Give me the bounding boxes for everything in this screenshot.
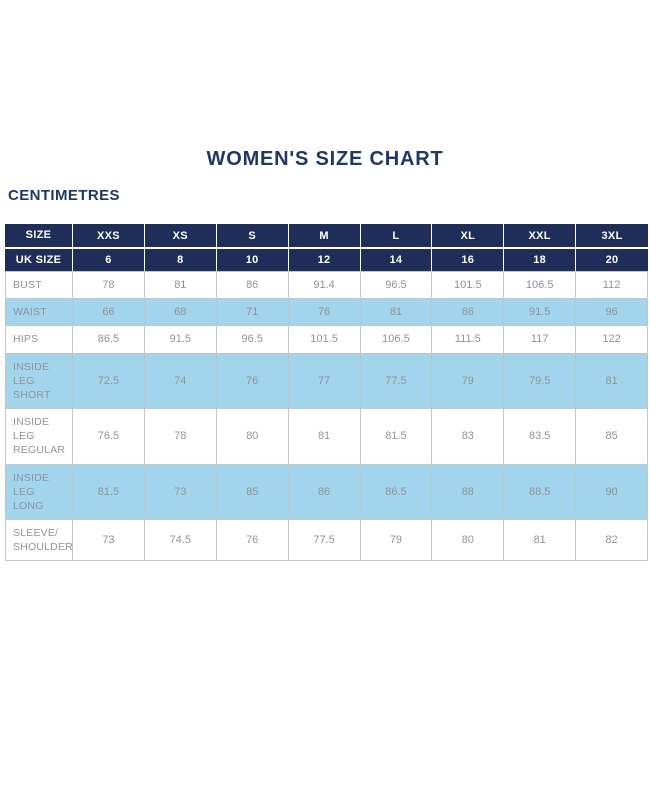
size-value-cell: 91.5 <box>504 299 577 327</box>
size-value-cell: 76 <box>216 520 289 562</box>
size-value-cell: 106.5 <box>360 326 433 354</box>
size-value-cell: 117 <box>504 326 577 354</box>
size-value-cell: 79 <box>432 353 505 410</box>
size-value-cell: 77 <box>288 353 361 410</box>
table-row: INSIDE LEG LONG 81.5 73 85 86 86.5 88 88.5 90 <box>5 464 648 521</box>
size-value-cell: 68 <box>144 299 217 327</box>
column-header: XXS <box>73 224 145 247</box>
size-value-cell: 101.5 <box>432 271 505 300</box>
size-value-cell: 81.5 <box>73 464 145 521</box>
uk-size-value: 10 <box>216 249 289 271</box>
uk-size-value: 12 <box>288 249 361 271</box>
size-value-cell: 77.5 <box>288 520 361 562</box>
size-value-cell: 81 <box>144 271 217 300</box>
uk-size-value: 14 <box>360 249 433 271</box>
size-value-cell: 82 <box>576 520 648 562</box>
size-value-cell: 96.5 <box>216 326 289 354</box>
size-value-cell: 81 <box>288 409 361 465</box>
uk-size-value: 16 <box>432 249 505 271</box>
table-row: HIPS 86.5 91.5 96.5 101.5 106.5 111.5 117 122 <box>5 326 648 354</box>
size-value-cell: 86 <box>216 271 289 300</box>
table-row: SIZE XXS XS S M L XL XXL 3XL <box>5 224 648 247</box>
size-value-cell: 91.5 <box>144 326 217 354</box>
size-value-cell: 81 <box>576 353 648 410</box>
size-value-cell: 101.5 <box>288 326 361 354</box>
size-value-cell: 79 <box>360 520 433 562</box>
column-header: XS <box>144 224 217 247</box>
size-value-cell: 76.5 <box>73 409 145 465</box>
size-chart-page: WOMEN'S SIZE CHART CENTIMETRES SIZE XXS XS… <box>0 148 650 798</box>
table-row: INSIDE LEG REGULAR 76.5 78 80 81 81.5 83 83.5 85 <box>5 409 648 465</box>
size-value-cell: 76 <box>216 353 289 410</box>
size-value-cell: 78 <box>73 271 145 300</box>
row-label: BUST <box>5 271 73 300</box>
size-value-cell: 96.5 <box>360 271 433 300</box>
table-row: BUST 78 81 86 91.4 96.5 101.5 106.5 112 <box>5 271 648 300</box>
size-value-cell: 72.5 <box>73 353 145 410</box>
size-value-cell: 86.5 <box>73 326 145 354</box>
column-header: XL <box>432 224 505 247</box>
size-value-cell: 111.5 <box>432 326 505 354</box>
size-value-cell: 90 <box>576 464 648 521</box>
row-label: WAIST <box>5 299 73 327</box>
size-header-label: SIZE <box>5 224 73 247</box>
size-value-cell: 74 <box>144 353 217 410</box>
column-header: S <box>216 224 289 247</box>
table-row: UK SIZE 6 8 10 12 14 16 18 20 <box>5 249 648 271</box>
size-value-cell: 77.5 <box>360 353 433 410</box>
column-header: 3XL <box>576 224 648 247</box>
uk-size-value: 18 <box>504 249 577 271</box>
uk-size-value: 6 <box>73 249 145 271</box>
size-value-cell: 78 <box>144 409 217 465</box>
size-value-cell: 86.5 <box>360 464 433 521</box>
size-value-cell: 83.5 <box>504 409 577 465</box>
column-header: L <box>360 224 433 247</box>
size-value-cell: 66 <box>73 299 145 327</box>
size-value-cell: 96 <box>576 299 648 327</box>
page-title: WOMEN'S SIZE CHART <box>206 148 444 170</box>
size-value-cell: 83 <box>432 409 505 465</box>
table-row: INSIDE LEG SHORT 72.5 74 76 77 77.5 79 79.5 81 <box>5 353 648 410</box>
size-value-cell: 91.4 <box>288 271 361 300</box>
size-value-cell: 106.5 <box>504 271 577 300</box>
row-label: INSIDE LEG REGULAR <box>5 409 73 465</box>
size-value-cell: 88 <box>432 464 505 521</box>
size-value-cell: 81 <box>504 520 577 562</box>
uk-size-label: UK SIZE <box>5 249 73 271</box>
size-value-cell: 86 <box>288 464 361 521</box>
size-value-cell: 122 <box>576 326 648 354</box>
row-label: HIPS <box>5 326 73 354</box>
size-value-cell: 80 <box>216 409 289 465</box>
table-row: SLEEVE/​SHOULDER 73 74.5 76 77.5 79 80 81 82 <box>5 520 648 562</box>
size-value-cell: 86 <box>432 299 505 327</box>
table-row: WAIST 66 68 71 76 81 86 91.5 96 <box>5 299 648 327</box>
size-value-cell: 76 <box>288 299 361 327</box>
size-value-cell: 85 <box>216 464 289 521</box>
size-value-cell: 79.5 <box>504 353 577 410</box>
size-value-cell: 73 <box>73 520 145 562</box>
size-value-cell: 112 <box>576 271 648 300</box>
size-value-cell: 81.5 <box>360 409 433 465</box>
size-value-cell: 74.5 <box>144 520 217 562</box>
unit-label: CENTIMETRES <box>8 187 120 204</box>
size-value-cell: 88.5 <box>504 464 577 521</box>
size-value-cell: 85 <box>576 409 648 465</box>
row-label: INSIDE LEG LONG <box>5 464 73 521</box>
column-header: M <box>288 224 361 247</box>
uk-size-value: 20 <box>576 249 648 271</box>
column-header: XXL <box>504 224 577 247</box>
row-label: INSIDE LEG SHORT <box>5 353 73 410</box>
size-value-cell: 73 <box>144 464 217 521</box>
size-value-cell: 81 <box>360 299 433 327</box>
row-label: SLEEVE/​SHOULDER <box>5 520 73 562</box>
size-chart-table: SIZE XXS XS S M L XL XXL 3XL UK SIZE 6 8 10 12 14 16 18 2… <box>5 224 648 562</box>
size-value-cell: 80 <box>432 520 505 562</box>
uk-size-value: 8 <box>144 249 217 271</box>
size-value-cell: 71 <box>216 299 289 327</box>
